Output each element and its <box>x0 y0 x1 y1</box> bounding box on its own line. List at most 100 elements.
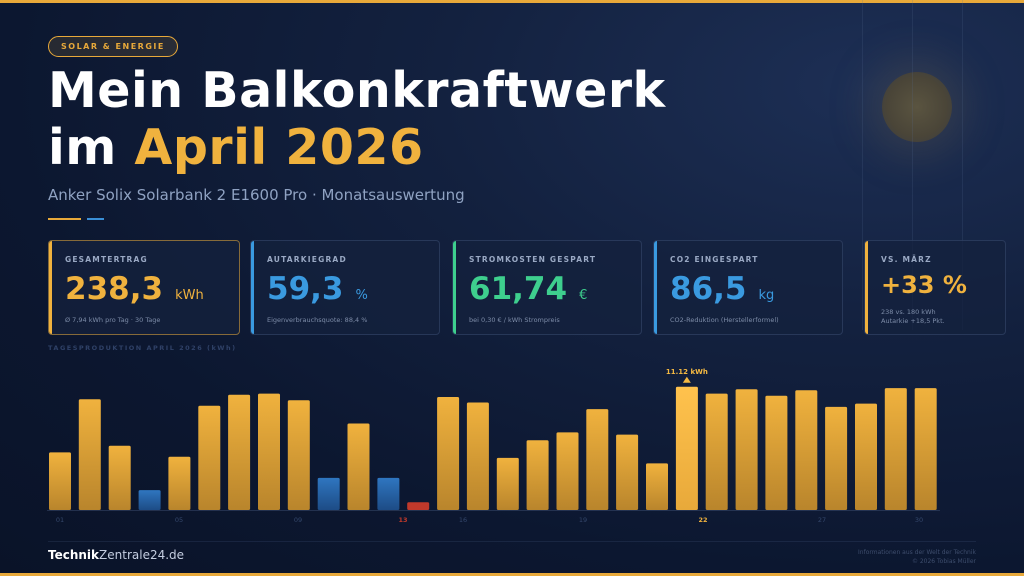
max-marker-icon <box>682 376 691 383</box>
x-tick-label: 22 <box>698 516 707 524</box>
bar-day-16 <box>496 457 519 510</box>
kpi-value: 59,3% <box>267 271 424 307</box>
bar-day-29 <box>884 388 907 510</box>
bar-day-15 <box>466 402 489 510</box>
kpi-unit: % <box>355 288 368 303</box>
kpi-card-vs-maerz: VS. MÄRZ +33 % 238 vs. 180 kWh Autarkie +… <box>864 240 1006 335</box>
bar-day-3 <box>108 445 131 510</box>
bar-day-21 <box>646 463 668 510</box>
bar-day-14 <box>437 397 460 510</box>
top-accent-line <box>0 0 1024 3</box>
bar-day-26 <box>795 390 818 510</box>
brand-bold: Technik <box>48 548 100 562</box>
kpi-label: STROMKOSTEN GESPART <box>469 255 597 264</box>
x-tick-label: 05 <box>175 516 183 524</box>
bar-day-20 <box>616 434 639 510</box>
kpi-card-stromkosten: STROMKOSTEN GESPART 61,74 € bei 0,30 € / … <box>452 240 642 335</box>
kpi-number: +33 % <box>881 271 967 299</box>
kpi-subtext-line-1: 238 vs. 180 kWh <box>881 308 936 316</box>
bar-day-28 <box>855 403 877 510</box>
bar-day-13 <box>407 502 430 510</box>
kpi-unit: € <box>579 288 588 303</box>
grid-line <box>962 0 963 330</box>
max-value-label: 11.12 kWh <box>666 368 708 376</box>
kpi-unit: kg <box>758 288 775 303</box>
card-accent-bar <box>49 241 52 334</box>
bar-day-12 <box>377 477 400 510</box>
kpi-subtext-line-2: Autarkie +18,5 Pkt. <box>881 317 945 325</box>
accent-dash-gold <box>48 218 81 220</box>
bar-day-7 <box>228 394 251 510</box>
kpi-value: 86,5 kg <box>670 271 827 307</box>
bottom-accent-line <box>0 573 1024 576</box>
grid-line <box>862 0 863 330</box>
sun-decoration <box>882 72 952 142</box>
bar-day-4 <box>138 490 161 510</box>
category-tag: SOLAR & ENERGIE <box>48 36 178 57</box>
x-tick-label: 16 <box>459 516 467 524</box>
kpi-subtext: bei 0,30 € / kWh Strompreis <box>469 316 560 324</box>
card-accent-bar <box>251 241 254 334</box>
bar-day-27 <box>825 406 848 510</box>
x-tick-label: 27 <box>818 516 826 524</box>
x-tick-label: 13 <box>398 516 407 524</box>
title-line-1: Mein Balkonkraftwerk <box>48 62 666 119</box>
kpi-label: AUTARKIEGRAD <box>267 255 347 264</box>
kpi-value: 238,3 kWh <box>65 271 224 307</box>
footer-note: Informationen aus der Welt der Technik © … <box>858 548 976 566</box>
bar-day-1 <box>49 452 71 510</box>
kpi-subtext: Ø 7,94 kWh pro Tag · 30 Tage <box>65 316 161 324</box>
bar-day-24 <box>735 389 758 510</box>
x-tick-label: 19 <box>579 516 587 524</box>
page-subtitle: Anker Solix Solarbank 2 E1600 Pro · Mona… <box>48 186 465 204</box>
card-accent-bar <box>865 241 868 334</box>
title-line-2: im April 2026 <box>48 119 666 176</box>
kpi-card-gesamtertrag: GESAMTERTRAG 238,3 kWh Ø 7,94 kWh pro Tag… <box>48 240 240 335</box>
x-tick-label: 30 <box>915 516 923 524</box>
x-tick-label: 09 <box>294 516 302 524</box>
bar-day-11 <box>347 423 370 510</box>
bar-day-22 <box>675 386 698 510</box>
bar-day-9 <box>287 400 310 510</box>
bar-day-17 <box>526 440 549 510</box>
kpi-number: 86,5 <box>670 271 747 307</box>
bar-day-6 <box>198 405 221 510</box>
bar-day-19 <box>586 409 609 510</box>
kpi-card-co2: CO2 EINGESPART 86,5 kg CO2-Reduktion (Her… <box>653 240 843 335</box>
brand-light: Zentrale24.de <box>99 548 185 562</box>
kpi-card-autarkiegrad: AUTARKIEGRAD 59,3% Eigenverbrauchsquote:… <box>250 240 440 335</box>
kpi-value: +33 % <box>881 271 990 299</box>
chart-title: TAGESPRODUKTION APRIL 2026 (kWh) <box>48 344 237 352</box>
kpi-number: 61,74 <box>469 271 568 307</box>
kpi-number: 59,3 <box>267 271 344 307</box>
bar-day-18 <box>556 432 579 510</box>
kpi-label: GESAMTERTRAG <box>65 255 148 264</box>
title-prefix: im <box>48 119 135 176</box>
card-accent-bar <box>453 241 456 334</box>
kpi-subtext: Eigenverbrauchsquote: 88,4 % <box>267 316 368 324</box>
kpi-value: 61,74 € <box>469 271 626 307</box>
bar-day-25 <box>765 395 788 510</box>
footer-divider <box>48 541 976 542</box>
kpi-subtext: 238 vs. 180 kWh Autarkie +18,5 Pkt. <box>881 308 990 326</box>
footer-note-line-2: © 2026 Tobias Müller <box>911 558 976 565</box>
bar-day-5 <box>168 456 191 510</box>
daily-production-chart: 11.12 kWh 01 05 09 13 16 19 22 27 30 <box>47 368 940 524</box>
page-title: Mein Balkonkraftwerk im April 2026 <box>48 62 666 176</box>
grid-line <box>912 0 913 330</box>
kpi-subtext: CO2-Reduktion (Herstellerformel) <box>670 316 779 324</box>
bar-day-10 <box>317 477 340 510</box>
accent-dash-blue <box>87 218 104 220</box>
kpi-number: 238,3 <box>65 271 164 307</box>
bar-day-8 <box>258 393 280 510</box>
card-accent-bar <box>654 241 657 334</box>
bar-day-30 <box>914 388 937 510</box>
kpi-label: CO2 EINGESPART <box>670 255 759 264</box>
brand-logo: TechnikZentrale24.de <box>48 548 184 562</box>
footer-note-line-1: Informationen aus der Welt der Technik <box>858 549 976 556</box>
x-tick-label: 01 <box>56 516 64 524</box>
bar-day-23 <box>705 393 728 510</box>
title-highlight: April 2026 <box>134 119 424 176</box>
bar-day-2 <box>78 399 101 510</box>
kpi-unit: kWh <box>175 288 204 303</box>
